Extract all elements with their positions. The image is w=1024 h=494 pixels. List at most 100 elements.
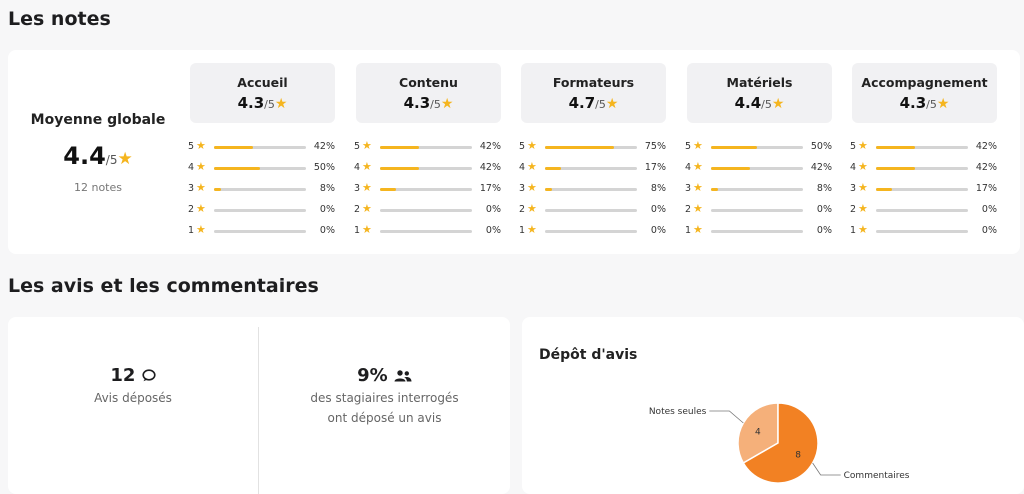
rating-bar-track — [380, 230, 472, 233]
rating-percent: 42% — [479, 141, 501, 152]
rating-level: 2 — [685, 204, 692, 215]
category-rating: Formateurs 4.7/5★ 5 ★ 75% 4 ★ 17% 3 ★ 8% 2 ★ 0% 1 ★ 0% — [519, 50, 679, 254]
star-icon: ★ — [527, 181, 537, 194]
category-name: Matériels — [726, 75, 793, 90]
rating-percent: 17% — [644, 162, 666, 173]
rating-level: 5 — [354, 141, 361, 152]
rating-row: 3 ★ 8% — [519, 181, 679, 202]
reviews-count-value: 12 — [110, 365, 136, 386]
star-icon: ★ — [362, 181, 372, 194]
overall-rating: Moyenne globale 4.4/5★ 12 notes — [8, 50, 188, 254]
star-icon: ★ — [196, 139, 206, 152]
reviews-count-stat: 12 Avis déposés — [8, 365, 258, 408]
rating-level: 4 — [519, 162, 526, 173]
rating-row: 5 ★ 50% — [685, 139, 845, 160]
rating-bar-track — [545, 188, 637, 191]
category-name: Contenu — [399, 75, 458, 90]
rating-percent: 42% — [479, 162, 501, 173]
category-score-denominator: /5 — [761, 98, 772, 111]
pie-legend-label: Commentaires — [844, 471, 910, 481]
rating-row: 3 ★ 17% — [354, 181, 514, 202]
rating-row: 3 ★ 8% — [188, 181, 348, 202]
category-score-value: 4.3 — [403, 94, 431, 112]
rating-bar-track — [214, 146, 306, 149]
rating-row: 4 ★ 42% — [354, 160, 514, 181]
rating-bar-track — [214, 188, 306, 191]
rating-percent: 0% — [319, 204, 335, 215]
rating-level: 4 — [850, 162, 857, 173]
overall-count: 12 notes — [73, 181, 122, 194]
rating-bar-track — [545, 209, 637, 212]
avis-section-title: Les avis et les commentaires — [8, 275, 319, 297]
rating-level: 2 — [519, 204, 526, 215]
rating-row: 2 ★ 0% — [188, 202, 348, 223]
rating-row: 3 ★ 8% — [685, 181, 845, 202]
star-icon: ★ — [117, 149, 133, 169]
rating-percent: 0% — [816, 225, 832, 236]
rating-percent: 0% — [981, 204, 997, 215]
rating-bar-fill — [545, 167, 561, 170]
star-icon: ★ — [362, 223, 372, 236]
category-score-denominator: /5 — [264, 98, 275, 111]
rating-level: 5 — [850, 141, 857, 152]
category-header: Formateurs 4.7/5★ — [521, 63, 666, 123]
star-icon: ★ — [440, 96, 454, 112]
rating-percent: 17% — [479, 183, 501, 194]
rating-bar-track — [380, 209, 472, 212]
rating-bar-track — [876, 209, 968, 212]
star-icon: ★ — [362, 202, 372, 215]
rating-percent: 8% — [319, 183, 335, 194]
category-score-denominator: /5 — [430, 98, 441, 111]
depot-card: Dépôt d'avis 4 8 Notes seules Commentaires — [522, 317, 1024, 494]
rating-percent: 42% — [313, 141, 335, 152]
rating-percent: 8% — [816, 183, 832, 194]
rating-bar-track — [214, 230, 306, 233]
rating-row: 1 ★ 0% — [850, 223, 1010, 244]
category-score-denominator: /5 — [926, 98, 937, 111]
rating-distribution: 5 ★ 42% 4 ★ 42% 3 ★ 17% 2 ★ 0% 1 ★ 0% — [354, 139, 514, 244]
star-icon: ★ — [196, 160, 206, 173]
rating-percent: 0% — [485, 204, 501, 215]
rating-distribution: 5 ★ 42% 4 ★ 42% 3 ★ 17% 2 ★ 0% 1 ★ 0% — [850, 139, 1010, 244]
response-rate-value: 9% — [357, 365, 388, 386]
rating-bar-track — [876, 146, 968, 149]
rating-bar-fill — [380, 167, 419, 170]
rating-percent: 0% — [816, 204, 832, 215]
pie-value-label: 8 — [795, 451, 801, 461]
rating-level: 3 — [685, 183, 692, 194]
rating-bar-fill — [876, 188, 892, 191]
rating-bar-track — [876, 230, 968, 233]
depot-pie-chart: 4 8 Notes seules Commentaires — [649, 402, 910, 484]
category-rating: Accueil 4.3/5★ 5 ★ 42% 4 ★ 50% 3 ★ 8% 2 ★ 0% 1 ★ 0% — [188, 50, 348, 254]
response-rate-label-line1: des stagiaires interrogés — [310, 391, 459, 405]
star-icon: ★ — [362, 160, 372, 173]
category-header: Accompagnement 4.3/5★ — [852, 63, 997, 123]
rating-percent: 42% — [975, 141, 997, 152]
notes-card: Moyenne globale 4.4/5★ 12 notes Accueil 4… — [8, 50, 1020, 254]
rating-bar-fill — [214, 146, 253, 149]
category-score: 4.7/5★ — [521, 94, 666, 112]
rating-bar-fill — [711, 146, 757, 149]
rating-bar-fill — [380, 146, 419, 149]
reviews-count: 12 — [8, 365, 258, 386]
star-icon: ★ — [858, 181, 868, 194]
rating-bar-fill — [711, 188, 719, 191]
rating-level: 1 — [685, 225, 692, 236]
response-rate: 9% — [259, 365, 510, 386]
rating-bar-track — [711, 146, 803, 149]
rating-bar-track — [214, 167, 306, 170]
rating-level: 1 — [354, 225, 361, 236]
category-name: Formateurs — [552, 75, 635, 90]
rating-percent: 50% — [313, 162, 335, 173]
star-icon: ★ — [527, 223, 537, 236]
rating-row: 5 ★ 42% — [188, 139, 348, 160]
rating-level: 4 — [354, 162, 361, 173]
rating-bar-track — [711, 167, 803, 170]
star-icon: ★ — [693, 181, 703, 194]
rating-level: 5 — [519, 141, 526, 152]
rating-row: 1 ★ 0% — [188, 223, 348, 244]
rating-bar-track — [545, 167, 637, 170]
rating-bar-track — [380, 146, 472, 149]
overall-score-denominator: /5 — [105, 153, 118, 167]
rating-bar-fill — [876, 167, 915, 170]
